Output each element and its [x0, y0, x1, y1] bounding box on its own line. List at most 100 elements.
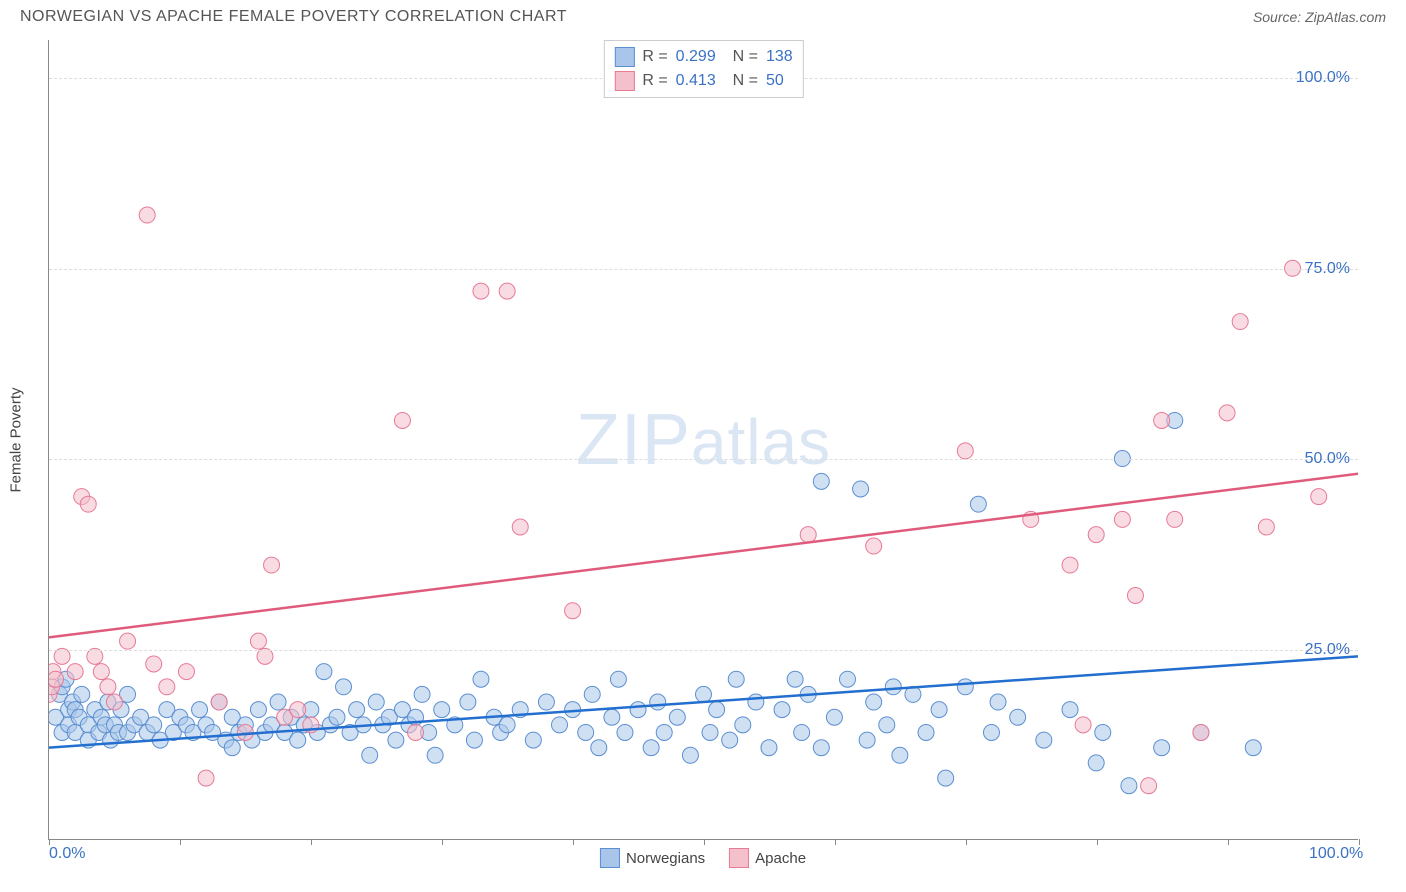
data-point — [427, 747, 443, 763]
data-point — [794, 724, 810, 740]
data-point — [270, 694, 286, 710]
data-point — [349, 702, 365, 718]
data-point — [813, 740, 829, 756]
data-point — [512, 519, 528, 535]
data-point — [257, 648, 273, 664]
data-point — [748, 694, 764, 710]
data-point — [813, 473, 829, 489]
data-point — [388, 732, 404, 748]
data-point — [224, 740, 240, 756]
data-point — [473, 283, 489, 299]
data-point — [473, 671, 489, 687]
data-point — [1121, 778, 1137, 794]
data-point — [885, 679, 901, 695]
data-point — [362, 747, 378, 763]
data-point — [87, 648, 103, 664]
data-point — [54, 648, 70, 664]
legend-stats-row-1: R = 0.413 N = 50 — [614, 69, 792, 93]
data-point — [178, 664, 194, 680]
legend-swatch-0 — [614, 47, 634, 67]
data-point — [643, 740, 659, 756]
data-point — [938, 770, 954, 786]
data-point — [709, 702, 725, 718]
data-point — [859, 732, 875, 748]
data-point — [336, 679, 352, 695]
data-point — [990, 694, 1006, 710]
data-point — [1062, 702, 1078, 718]
data-point — [696, 686, 712, 702]
data-point — [1245, 740, 1261, 756]
data-point — [525, 732, 541, 748]
data-point — [650, 694, 666, 710]
data-point — [866, 538, 882, 554]
data-point — [146, 656, 162, 672]
chart-container: Female Poverty ZIPatlas R = 0.299 N = 13… — [48, 40, 1358, 840]
legend-swatch-1 — [614, 71, 634, 91]
data-point — [1062, 557, 1078, 573]
gridline — [49, 459, 1358, 460]
xtick-label: 100.0% — [1309, 845, 1363, 863]
xtick-label: 0.0% — [49, 845, 85, 863]
data-point — [565, 603, 581, 619]
trend-line — [49, 474, 1358, 638]
data-point — [1219, 405, 1235, 421]
data-point — [67, 664, 83, 680]
xtick-mark — [180, 839, 181, 845]
data-point — [100, 679, 116, 695]
data-point — [499, 283, 515, 299]
data-point — [146, 717, 162, 733]
data-point — [787, 671, 803, 687]
data-point — [578, 724, 594, 740]
data-point — [1088, 527, 1104, 543]
data-point — [722, 732, 738, 748]
plot-area: ZIPatlas R = 0.299 N = 138 R = 0.413 N =… — [48, 40, 1358, 840]
data-point — [74, 686, 90, 702]
data-point — [106, 694, 122, 710]
data-point — [1088, 755, 1104, 771]
data-point — [460, 694, 476, 710]
data-point — [49, 671, 64, 687]
data-point — [931, 702, 947, 718]
data-point — [604, 709, 620, 725]
y-axis-label: Female Poverty — [8, 387, 25, 492]
data-point — [414, 686, 430, 702]
data-point — [290, 702, 306, 718]
legend-bottom: Norwegians Apache — [600, 848, 806, 868]
data-point — [669, 709, 685, 725]
data-point — [1010, 709, 1026, 725]
data-point — [957, 443, 973, 459]
gridline — [49, 650, 1358, 651]
data-point — [879, 717, 895, 733]
ytick-label: 25.0% — [1305, 641, 1350, 659]
data-point — [1154, 412, 1170, 428]
xtick-mark — [442, 839, 443, 845]
data-point — [552, 717, 568, 733]
data-point — [839, 671, 855, 687]
ytick-label: 100.0% — [1296, 69, 1350, 87]
data-point — [329, 709, 345, 725]
data-point — [211, 694, 227, 710]
data-point — [368, 694, 384, 710]
data-point — [1193, 724, 1209, 740]
legend-item-1: Apache — [729, 848, 806, 868]
data-point — [192, 702, 208, 718]
data-point — [1127, 588, 1143, 604]
data-point — [617, 724, 633, 740]
legend-item-0: Norwegians — [600, 848, 705, 868]
legend-label-0: Norwegians — [626, 850, 705, 867]
data-point — [702, 724, 718, 740]
gridline — [49, 269, 1358, 270]
legend-label-1: Apache — [755, 850, 806, 867]
chart-title: NORWEGIAN VS APACHE FEMALE POVERTY CORRE… — [20, 8, 567, 26]
data-point — [1232, 314, 1248, 330]
data-point — [774, 702, 790, 718]
data-point — [394, 412, 410, 428]
data-point — [853, 481, 869, 497]
data-point — [761, 740, 777, 756]
data-point — [591, 740, 607, 756]
xtick-mark — [1228, 839, 1229, 845]
data-point — [957, 679, 973, 695]
data-point — [434, 702, 450, 718]
xtick-mark — [966, 839, 967, 845]
data-point — [728, 671, 744, 687]
